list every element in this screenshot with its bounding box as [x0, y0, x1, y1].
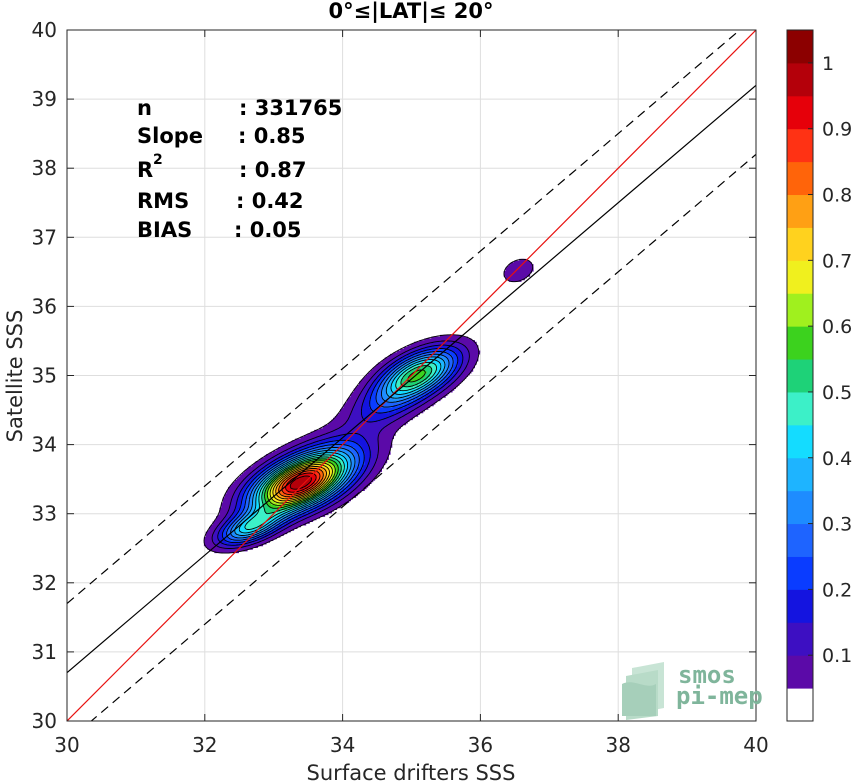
colorbar-swatch: [787, 457, 813, 492]
colorbar-swatch: [787, 688, 813, 722]
stat-bias-label: BIAS: [137, 218, 192, 242]
colorbar-swatch: [787, 622, 813, 656]
colorbar: 0.1 0.2 0.3 0.4 0.5 0.6 0.7 0.8 0.9 1: [786, 29, 852, 722]
x-tick-label: 34: [330, 733, 355, 757]
x-tick-label: 30: [54, 733, 79, 757]
colorbar-swatch: [787, 260, 813, 294]
stat-bias-value: : 0.05: [234, 218, 302, 242]
colorbar-swatch: [787, 655, 813, 689]
colorbar-swatch: [787, 391, 813, 426]
contour-line: [221, 348, 459, 544]
colorbar-tick-label: 0.5: [822, 382, 852, 404]
colorbar-tick-label: 0.1: [822, 645, 852, 667]
colorbar-swatch: [787, 293, 813, 327]
colorbar-swatch: [787, 556, 813, 590]
y-tick-label: 32: [32, 571, 57, 595]
y-tick-label: 36: [32, 294, 57, 318]
y-tick-label: 37: [32, 225, 57, 249]
stat-r2-superscript: 2: [153, 152, 163, 168]
colorbar-swatch: [787, 326, 813, 360]
colorbar-frame: [786, 29, 814, 722]
contour-line: [234, 356, 446, 536]
colorbar-tick-label: 0.8: [822, 185, 852, 207]
stat-rms-label: RMS: [137, 189, 189, 213]
one-to-one-line: [67, 30, 756, 721]
y-tick-label: 33: [32, 502, 57, 526]
axis-ticks: 30 32 34 36 38 40 30 31 32 33 34 35 36 37 38 39 40: [32, 18, 769, 757]
contour-line: [203, 258, 534, 554]
colorbar-tick-label: 0.6: [822, 316, 852, 338]
x-tick-label: 36: [468, 733, 493, 757]
colorbar-swatch: [787, 490, 813, 525]
regression-line: [67, 84, 756, 674]
stat-n-value: : 331765: [239, 96, 342, 120]
colorbar-swatch: [787, 128, 813, 163]
colorbar-swatch: [787, 589, 813, 623]
logo-text-line2: pi-mep: [676, 682, 763, 710]
stat-r2-label: R: [137, 158, 153, 182]
logo-waves-icon: [622, 662, 664, 720]
y-tick-label: 35: [32, 364, 57, 388]
colorbar-swatch: [787, 161, 813, 196]
contour-line: [264, 369, 426, 509]
y-tick-label: 30: [32, 709, 57, 733]
contour-line: [272, 464, 330, 502]
colorbar-tick-label: 0.9: [822, 119, 852, 141]
contour-line: [261, 365, 433, 515]
colorbar-tick-label: 0.4: [822, 448, 852, 470]
y-tick-label: 31: [32, 640, 57, 664]
colorbar-swatch: [787, 30, 813, 64]
colorbar-tick-label: 0.7: [822, 250, 852, 272]
contour-line: [244, 361, 438, 530]
stat-r2-value: : 0.87: [239, 158, 307, 182]
colorbar-swatch: [787, 523, 813, 557]
colorbar-swatch: [787, 194, 813, 228]
lower-bound-dashed-line: [90, 153, 756, 721]
contour-line: [289, 475, 313, 490]
stat-rms-value: : 0.42: [236, 189, 304, 213]
x-tick-label: 38: [605, 733, 630, 757]
stat-slope-label: Slope: [137, 124, 203, 148]
colorbar-tick-label: 0.3: [822, 514, 852, 536]
y-tick-label: 38: [32, 156, 57, 180]
contour-line: [230, 353, 450, 539]
y-axis-label: Satellite SSS: [3, 310, 27, 443]
y-tick-label: 40: [32, 18, 57, 42]
stat-slope-value: : 0.85: [238, 124, 306, 148]
colorbar-swatch: [787, 62, 813, 97]
x-tick-label: 32: [192, 733, 217, 757]
y-tick-label: 34: [32, 433, 57, 457]
upper-bound-dashed-line: [67, 30, 741, 604]
colorbar-swatch: [787, 95, 813, 130]
stat-n-label: n: [137, 96, 152, 120]
y-tick-label: 39: [32, 87, 57, 111]
logo-text-line1: smos: [678, 661, 736, 689]
logo: smos pi-mep: [622, 661, 763, 720]
contour-line: [266, 460, 336, 506]
contour-line: [269, 462, 333, 504]
colorbar-tick-label: 0.2: [822, 579, 852, 601]
x-axis-label: Surface drifters SSS: [307, 761, 516, 784]
contour-line: [281, 470, 321, 496]
contour-line: [226, 351, 454, 541]
chart-title: 0°≤|LAT|≤ 20°: [328, 0, 493, 24]
contour-line: [211, 340, 470, 549]
colorbar-tick-label: 1: [822, 53, 834, 75]
grid: [67, 30, 756, 721]
contour-line: [217, 344, 464, 546]
density-contours: [203, 258, 534, 554]
regression-lines: [67, 30, 756, 721]
colorbar-swatch: [787, 227, 813, 261]
colorbar-swatch: [787, 424, 813, 459]
stats-box: n : 331765 Slope : 0.85 R 2 : 0.87 RMS :…: [137, 96, 342, 242]
colorbar-swatch: [787, 359, 813, 393]
x-tick-label: 40: [743, 733, 768, 757]
